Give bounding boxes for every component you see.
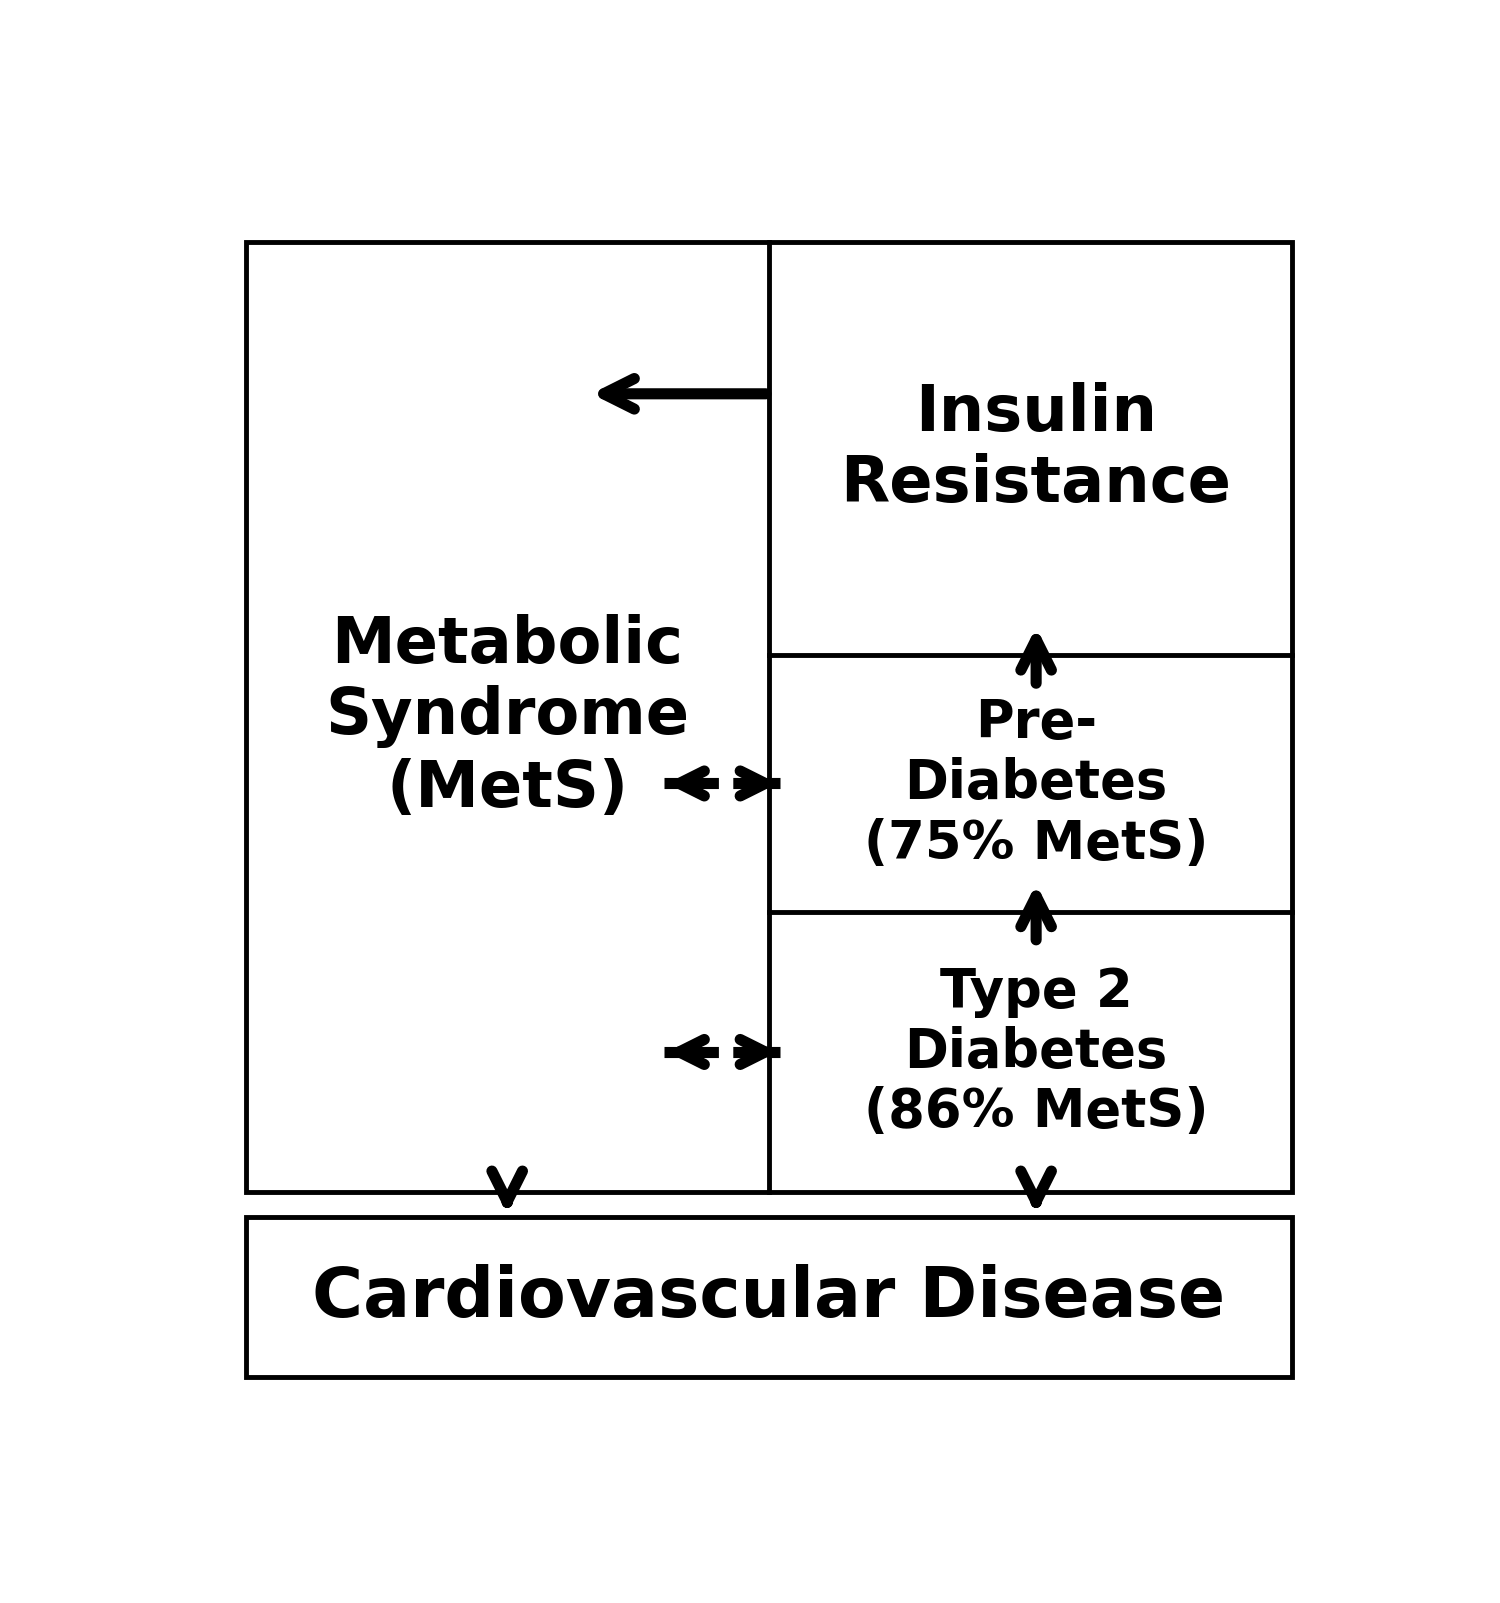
Bar [246,1217,1292,1377]
Text: Type 2
Diabetes
(86% MetS): Type 2 Diabetes (86% MetS) [864,965,1209,1138]
Text: Insulin
Resistance: Insulin Resistance [840,382,1232,515]
Text: Pre-
Diabetes
(75% MetS): Pre- Diabetes (75% MetS) [864,697,1209,870]
Text: Cardiovascular Disease: Cardiovascular Disease [312,1263,1226,1330]
Text: Metabolic
Syndrome
(MetS): Metabolic Syndrome (MetS) [326,614,688,821]
Bar [246,242,1292,1193]
